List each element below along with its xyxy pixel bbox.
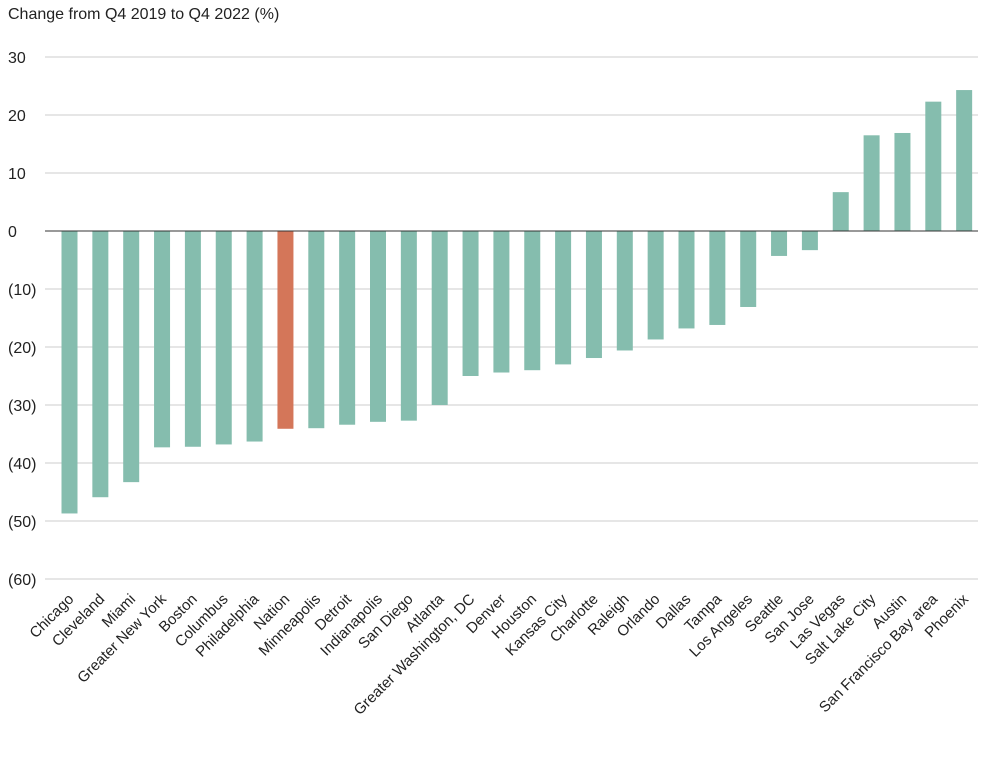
gridlines — [45, 56, 978, 580]
bar-orlando — [647, 231, 664, 340]
bar-los-angeles — [740, 231, 757, 307]
y-axis-ticks: 30 20 10 0 (10) (20) (30) (40) (50) (60) — [8, 50, 36, 589]
bar-columbus — [215, 231, 232, 445]
bar-cleveland — [92, 231, 109, 498]
bar-charlotte — [585, 231, 602, 359]
chart-title: Change from Q4 2019 to Q4 2022 (%) — [8, 6, 280, 23]
y-tick-label: 0 — [8, 224, 17, 241]
bar-salt-lake-city — [863, 135, 880, 231]
bar-chicago — [61, 231, 78, 514]
bar-boston — [184, 231, 201, 447]
bar-greater-washington-dc — [462, 231, 479, 376]
y-tick-label: (60) — [8, 572, 36, 589]
bar-indianapolis — [370, 231, 386, 422]
y-tick-label: (40) — [8, 456, 36, 473]
bar-denver — [493, 231, 510, 373]
bar-dallas — [678, 231, 695, 329]
y-tick-label: 30 — [8, 50, 26, 67]
y-tick-label: (20) — [8, 340, 36, 357]
bar-austin — [894, 132, 911, 231]
bar-atlanta — [431, 231, 448, 405]
bar-minneapolis — [308, 231, 325, 429]
bar-raleigh — [616, 231, 633, 351]
bar-san-diego — [400, 231, 417, 421]
bar-nation — [277, 231, 294, 429]
bar-phoenix — [956, 90, 973, 231]
bar-las-vegas — [832, 192, 849, 231]
y-tick-label: (10) — [8, 282, 36, 299]
bar-houston — [524, 231, 541, 371]
bar-seattle — [771, 231, 788, 256]
bar-philadelphia — [246, 231, 263, 442]
bar-san-jose — [801, 231, 818, 251]
bar-detroit — [339, 231, 356, 425]
bars — [61, 90, 973, 514]
bar-san-francisco-bay-area — [925, 101, 942, 231]
bar-tampa — [709, 231, 726, 325]
bar-miami — [123, 231, 140, 483]
y-tick-label: 20 — [8, 108, 26, 125]
y-tick-label: 10 — [8, 166, 26, 183]
y-tick-label: (30) — [8, 398, 36, 415]
bar-greater-new-york — [154, 231, 171, 448]
y-tick-label: (50) — [8, 514, 36, 531]
bar-kansas-city — [555, 231, 572, 365]
